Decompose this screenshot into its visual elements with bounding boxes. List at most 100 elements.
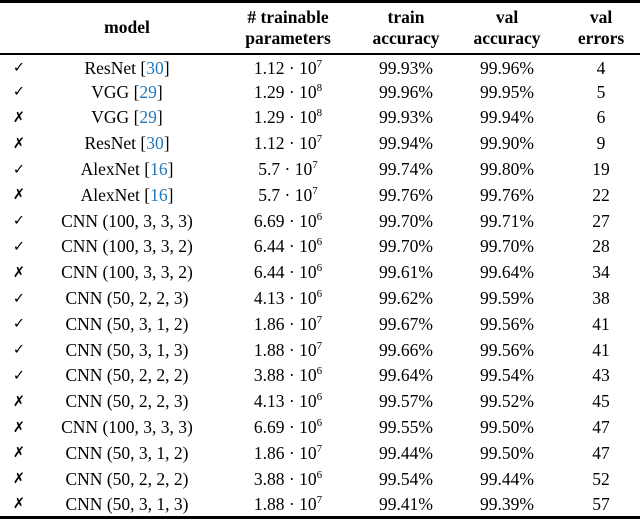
val-accuracy-cell: 99.95% (480, 81, 534, 102)
trainable-parameters-cell: 6.69 · 106 (216, 208, 360, 234)
header-train-accuracy: train accuracy (360, 2, 452, 54)
param-coefficient: 1.12 · 10 (253, 57, 317, 78)
citation-number[interactable]: 16 (150, 184, 168, 205)
param-coefficient: 1.29 · 10 (253, 107, 317, 128)
val-accuracy-cell: 99.90% (480, 133, 534, 154)
val-accuracy-cell: 99.50% (480, 442, 534, 463)
citation-link[interactable]: [29] (129, 81, 163, 102)
cross-icon: ✗ (12, 109, 26, 126)
train-accuracy-cell: 99.70% (379, 236, 433, 257)
citation-number[interactable]: 29 (139, 81, 157, 102)
trainable-parameters-cell: 5.7 · 107 (216, 157, 360, 183)
citation-link[interactable]: [16] (139, 184, 174, 205)
header-val-accuracy: val accuracy (452, 2, 562, 54)
trainable-parameters-cell: 1.86 · 107 (216, 440, 360, 466)
trainable-parameters-cell: 5.7 · 107 (216, 182, 360, 208)
model-name: CNN (50, 2, 2, 2) (65, 365, 189, 386)
train-accuracy-cell: 99.66% (379, 339, 433, 360)
val-errors-cell: 41 (592, 339, 610, 360)
citation-number[interactable]: 30 (146, 133, 164, 154)
param-exponent: 7 (316, 339, 323, 352)
header-line: # trainable (247, 6, 329, 27)
citation-link[interactable]: [30] (136, 57, 170, 78)
table-row: ✓ CNN (100, 3, 3, 3) 6.69 · 106 99.70% 99.71… (0, 208, 640, 234)
param-exponent: 7 (312, 185, 318, 198)
param-coefficient: 1.29 · 10 (253, 81, 317, 102)
model-name: CNN (50, 2, 2, 2) (65, 468, 189, 489)
model-name: CNN (50, 3, 1, 2) (65, 313, 189, 334)
val-errors-cell: 47 (592, 442, 610, 463)
cross-icon: ✗ (12, 445, 26, 462)
train-accuracy-cell: 99.61% (379, 262, 433, 283)
val-errors-cell: 43 (592, 365, 610, 386)
table-row: ✓ ResNet [30] 1.12 · 107 99.93% 99.96% 4 (0, 54, 640, 80)
param-coefficient: 5.7 · 10 (258, 184, 313, 205)
check-icon: ✓ (12, 290, 26, 307)
model-name: CNN (50, 3, 1, 3) (65, 339, 189, 360)
header-trainable-parameters: # trainable parameters (216, 2, 360, 54)
train-accuracy-cell: 99.94% (379, 133, 433, 154)
cross-icon: ✗ (12, 135, 26, 152)
param-coefficient: 1.86 · 10 (253, 313, 317, 334)
param-coefficient: 6.44 · 10 (253, 236, 317, 257)
trainable-parameters-cell: 6.44 · 106 (216, 260, 360, 286)
trainable-parameters-cell: 6.69 · 106 (216, 415, 360, 441)
val-errors-cell: 6 (596, 107, 606, 128)
train-accuracy-cell: 99.93% (379, 57, 433, 78)
model-name: CNN (100, 3, 3, 2) (61, 262, 193, 283)
citation-link[interactable]: [29] (129, 107, 163, 128)
train-accuracy-cell: 99.57% (379, 391, 433, 412)
check-icon: ✓ (12, 342, 26, 359)
citation-link[interactable]: [30] (136, 133, 170, 154)
param-coefficient: 5.7 · 10 (258, 159, 313, 180)
citation-link[interactable]: [16] (139, 159, 174, 180)
header-label: model (104, 17, 150, 38)
check-icon: ✓ (12, 60, 26, 77)
table-row: ✗ CNN (50, 3, 1, 3) 1.88 · 107 99.41% 99.39%… (0, 492, 640, 518)
val-errors-cell: 19 (592, 159, 610, 180)
trainable-parameters-cell: 1.29 · 108 (216, 105, 360, 131)
cross-icon: ✗ (12, 419, 26, 436)
trainable-parameters-cell: 4.13 · 106 (216, 389, 360, 415)
val-accuracy-cell: 99.94% (480, 107, 534, 128)
cross-icon: ✗ (12, 264, 26, 281)
citation-number[interactable]: 16 (150, 159, 168, 180)
param-coefficient: 4.13 · 10 (253, 391, 317, 412)
table-row: ✗ CNN (100, 3, 3, 2) 6.44 · 106 99.61% 99.64… (0, 260, 640, 286)
header-line: train (387, 6, 425, 27)
param-exponent: 7 (316, 443, 323, 456)
val-accuracy-cell: 99.39% (480, 493, 534, 514)
model-name: CNN (50, 2, 2, 3) (65, 391, 189, 412)
table-row: ✓ CNN (50, 2, 2, 3) 4.13 · 106 99.62% 99.59%… (0, 286, 640, 312)
citation-number[interactable]: 29 (139, 107, 157, 128)
model-cell: CNN (100, 3, 3, 3) (38, 415, 216, 441)
trainable-parameters-cell: 3.88 · 106 (216, 466, 360, 492)
val-errors-cell: 45 (592, 391, 610, 412)
param-coefficient: 1.86 · 10 (253, 442, 317, 463)
val-errors-cell: 38 (592, 288, 610, 309)
val-accuracy-cell: 99.50% (480, 417, 534, 438)
trainable-parameters-cell: 1.12 · 107 (216, 131, 360, 157)
model-cell: CNN (50, 3, 1, 3) (38, 337, 216, 363)
header-model: model (38, 2, 216, 54)
model-name: CNN (50, 3, 1, 2) (65, 442, 189, 463)
table-row: ✓ VGG [29] 1.29 · 108 99.96% 99.95% 5 (0, 79, 640, 105)
param-exponent: 6 (316, 365, 323, 378)
header-line: accuracy (473, 27, 541, 48)
val-accuracy-cell: 99.71% (480, 210, 534, 231)
param-coefficient: 6.44 · 10 (253, 262, 317, 283)
check-icon: ✓ (12, 367, 26, 384)
val-errors-cell: 47 (592, 417, 610, 438)
param-coefficient: 1.88 · 10 (253, 493, 317, 514)
check-icon: ✓ (12, 84, 26, 101)
citation-number[interactable]: 30 (146, 57, 164, 78)
model-cell: AlexNet [16] (38, 157, 216, 183)
trainable-parameters-cell: 1.86 · 107 (216, 311, 360, 337)
val-accuracy-cell: 99.64% (480, 262, 534, 283)
param-coefficient: 6.69 · 10 (253, 417, 317, 438)
val-errors-cell: 5 (596, 81, 606, 102)
param-exponent: 7 (316, 314, 323, 327)
param-exponent: 7 (316, 58, 323, 71)
train-accuracy-cell: 99.74% (379, 159, 433, 180)
